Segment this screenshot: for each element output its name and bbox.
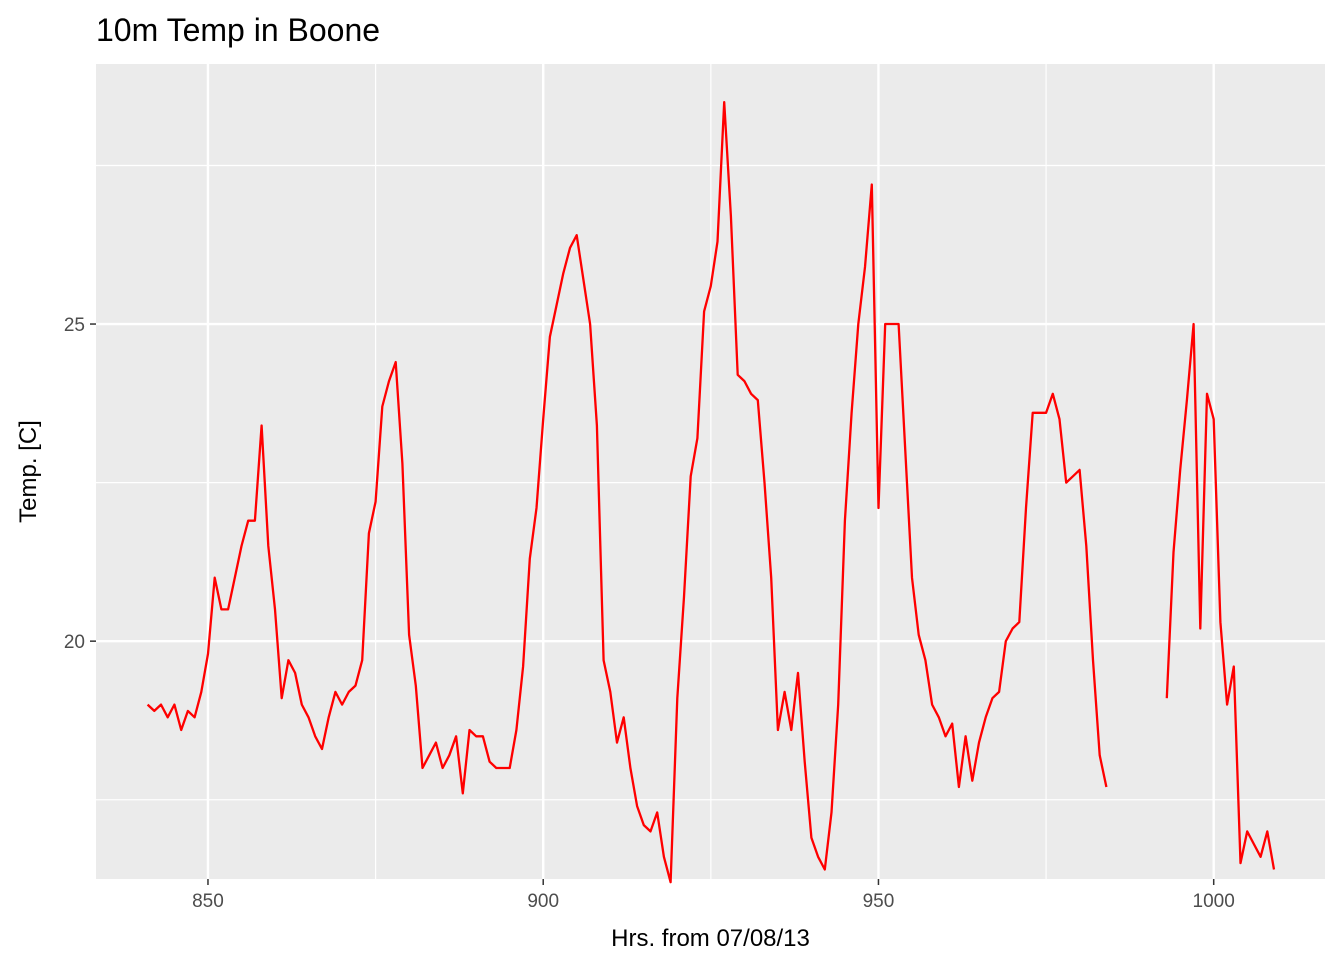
x-axis-title: Hrs. from 07/08/13 [611,925,810,952]
temperature-line [146,100,1108,884]
x-axis: 850 900 950 1000 [192,879,1235,912]
series-layer [146,100,1276,884]
chart-title: 10m Temp in Boone [96,12,381,48]
y-axis-title: Temp. [C] [15,420,42,523]
temperature-line [1165,322,1276,870]
x-tick-label: 850 [192,891,224,912]
x-tick-label: 1000 [1193,891,1235,912]
x-tick-label: 900 [527,891,559,912]
y-tick-label: 20 [64,632,85,653]
minor-gridlines [96,64,1325,879]
y-tick-label: 25 [64,315,85,336]
x-tick-label: 950 [863,891,895,912]
major-gridlines [96,64,1325,879]
